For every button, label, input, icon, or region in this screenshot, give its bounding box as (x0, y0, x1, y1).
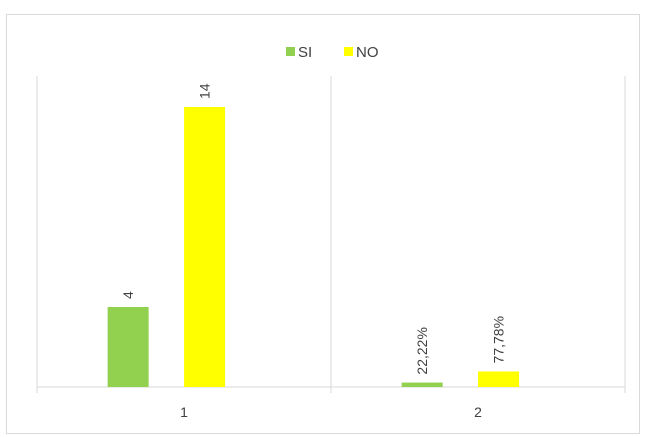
data-label: 14 (197, 83, 213, 99)
legend-swatch-no (344, 47, 353, 56)
data-label: 4 (120, 291, 136, 299)
data-label: 22,22% (414, 327, 430, 374)
x-tick-label: 1 (180, 404, 188, 420)
bar-si-1 (107, 307, 149, 387)
legend-swatch-si (286, 47, 295, 56)
data-label: 77,78% (491, 316, 507, 363)
x-tick-label: 2 (474, 404, 482, 420)
bar-si-2 (401, 382, 443, 387)
legend-label-no: NO (356, 44, 379, 61)
bar-no-1 (184, 107, 226, 387)
bar-no-2 (478, 371, 520, 387)
data-labels: 4 22,22% 14 77,78% (120, 83, 506, 374)
bars (107, 107, 520, 387)
legend: SI NO (286, 44, 379, 61)
legend-label-si: SI (298, 44, 312, 61)
